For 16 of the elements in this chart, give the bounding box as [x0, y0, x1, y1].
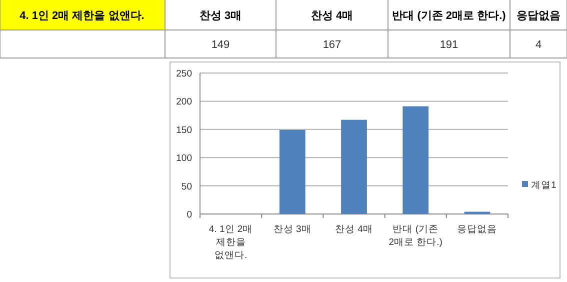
x-tick-label: 찬성 3매	[273, 224, 312, 235]
bar	[341, 120, 367, 214]
x-tick-label: 응답없음	[457, 224, 498, 235]
bar	[279, 130, 306, 214]
x-tick-label: 반대 (기존 2매로 한다.)	[388, 224, 442, 248]
legend-label: 계열1	[531, 180, 556, 191]
y-tick-label: 200	[176, 96, 192, 108]
y-tick-label: 250	[176, 68, 192, 80]
x-tick-label: 찬성 4매	[335, 224, 373, 235]
x-tick-label: 4. 1인 2매 제한을 없앤다.	[208, 224, 253, 261]
data-table: 4. 1인 2매 제한을 없앤다. 찬성 3매 149 찬성 4매 167 반대 (기존 2매로 한다.) 191 응답없음 4	[0, 0, 567, 58]
y-tick-label: 0	[186, 210, 192, 220]
bar	[402, 106, 429, 214]
y-tick-label: 100	[176, 153, 192, 164]
y-tick-label: 50	[181, 181, 192, 192]
y-tick-label: 150	[176, 124, 192, 136]
